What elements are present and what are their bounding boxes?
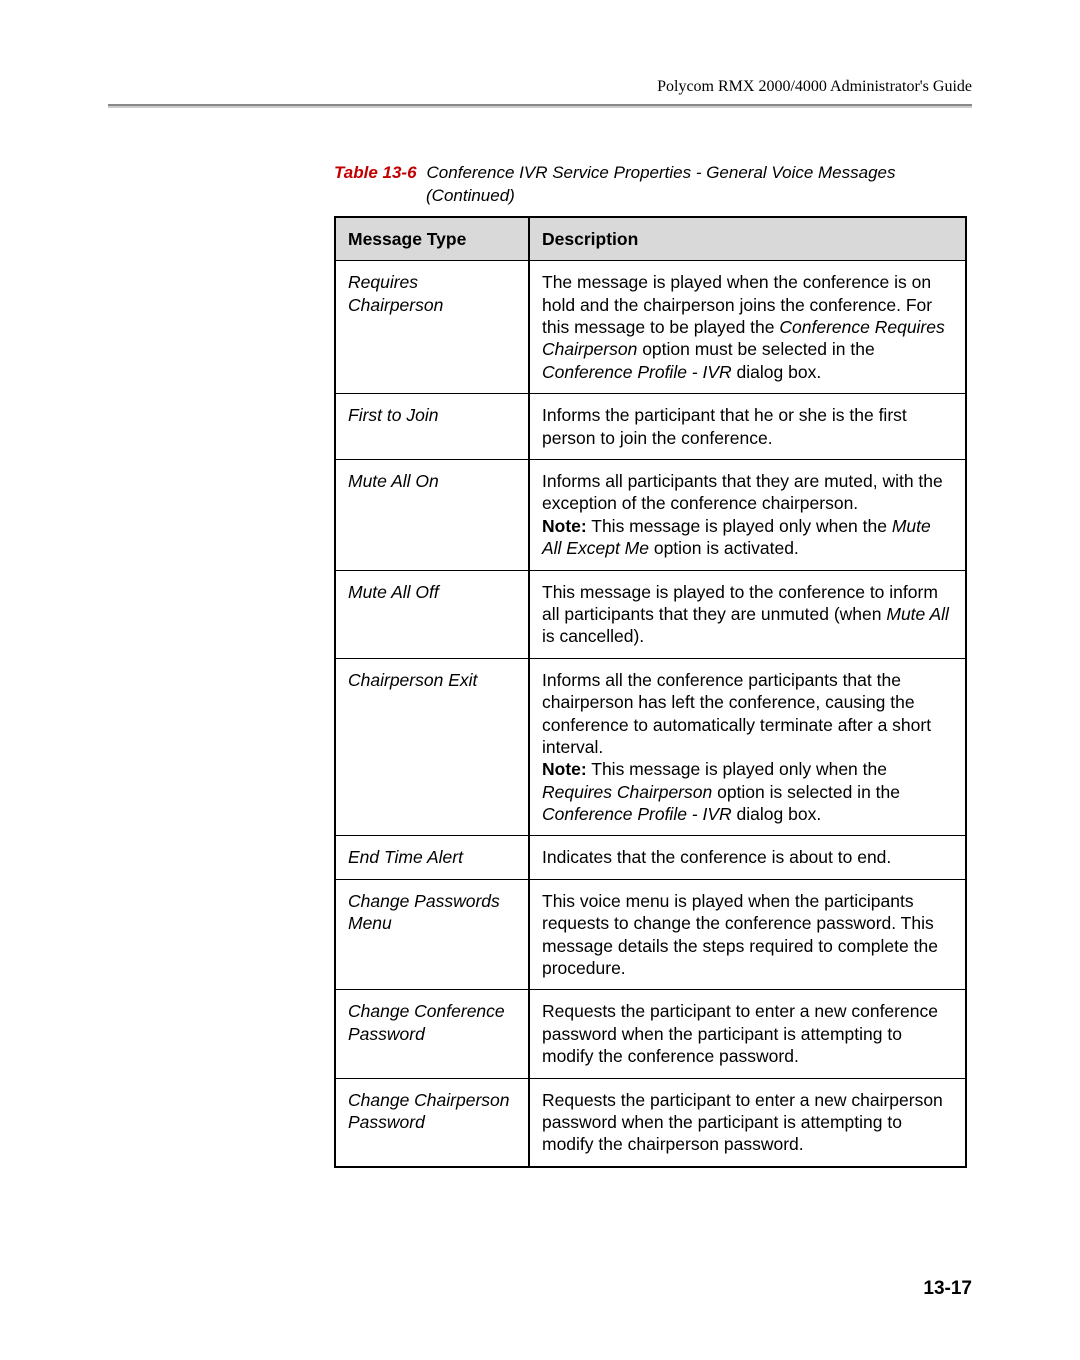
table-row: Mute All OffThis message is played to th…: [335, 570, 966, 658]
description-cell: This voice menu is played when the parti…: [529, 879, 966, 990]
description-cell: Requests the participant to enter a new …: [529, 1078, 966, 1167]
message-type-cell: End Time Alert: [335, 836, 529, 879]
description-cell: Informs the participant that he or she i…: [529, 394, 966, 460]
table-continued: (Continued): [426, 185, 972, 208]
table-row: End Time AlertIndicates that the confere…: [335, 836, 966, 879]
description-cell: Indicates that the conference is about t…: [529, 836, 966, 879]
table-caption: Table 13-6 Conference IVR Service Propert…: [334, 162, 972, 208]
table-row: Mute All OnInforms all participants that…: [335, 460, 966, 571]
header-rule: [108, 104, 972, 108]
table-row: First to JoinInforms the participant tha…: [335, 394, 966, 460]
table-row: Change Conference PasswordRequests the p…: [335, 990, 966, 1078]
description-cell: Informs all the conference participants …: [529, 658, 966, 836]
table-row: Change Chairperson PasswordRequests the …: [335, 1078, 966, 1167]
description-cell: The message is played when the conferenc…: [529, 261, 966, 394]
message-type-cell: Mute All On: [335, 460, 529, 571]
page: Polycom RMX 2000/4000 Administrator's Gu…: [0, 0, 1080, 1360]
message-type-cell: Change Chairperson Password: [335, 1078, 529, 1167]
message-type-cell: Mute All Off: [335, 570, 529, 658]
running-header: Polycom RMX 2000/4000 Administrator's Gu…: [108, 78, 972, 96]
description-cell: Informs all participants that they are m…: [529, 460, 966, 571]
description-cell: Requests the participant to enter a new …: [529, 990, 966, 1078]
table-label: Table 13-6: [334, 163, 417, 182]
message-type-cell: First to Join: [335, 394, 529, 460]
message-type-cell: Chairperson Exit: [335, 658, 529, 836]
description-cell: This message is played to the conference…: [529, 570, 966, 658]
page-number: 13-17: [108, 1278, 972, 1300]
table-title: Conference IVR Service Properties - Gene…: [427, 163, 896, 182]
table-row: Change Passwords MenuThis voice menu is …: [335, 879, 966, 990]
properties-table: Message Type Description Requires Chairp…: [334, 216, 967, 1168]
table-row: Requires ChairpersonThe message is playe…: [335, 261, 966, 394]
col-header-message-type: Message Type: [335, 217, 529, 261]
message-type-cell: Change Passwords Menu: [335, 879, 529, 990]
message-type-cell: Change Conference Password: [335, 990, 529, 1078]
table-body: Requires ChairpersonThe message is playe…: [335, 261, 966, 1167]
table-header-row: Message Type Description: [335, 217, 966, 261]
col-header-description: Description: [529, 217, 966, 261]
message-type-cell: Requires Chairperson: [335, 261, 529, 394]
table-row: Chairperson ExitInforms all the conferen…: [335, 658, 966, 836]
content-area: Table 13-6 Conference IVR Service Propert…: [334, 162, 972, 1168]
